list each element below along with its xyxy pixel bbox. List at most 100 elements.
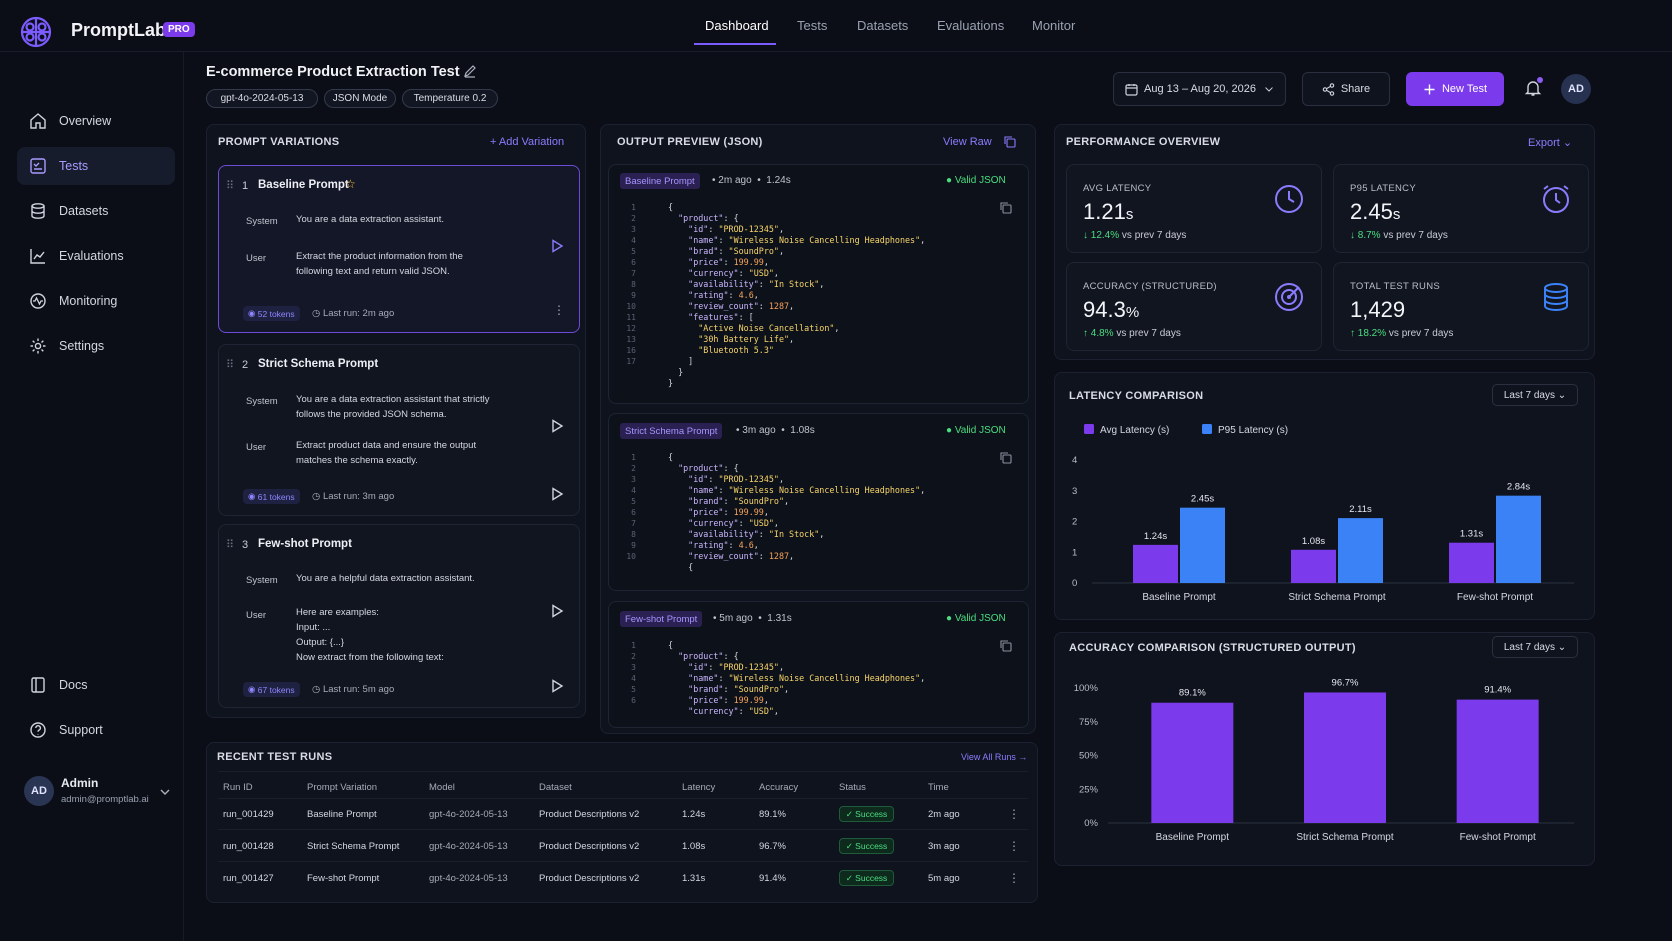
prompt-card-1[interactable] bbox=[218, 165, 580, 333]
sidebar-item-datasets[interactable]: Datasets bbox=[17, 192, 175, 230]
recent-test-runs-panel bbox=[206, 742, 1038, 903]
bar[interactable] bbox=[1291, 549, 1336, 583]
sidebar-item-label: Tests bbox=[59, 159, 89, 173]
sidebar-item-tests[interactable]: Tests bbox=[17, 147, 175, 185]
bar[interactable] bbox=[1456, 699, 1539, 823]
table-cell: Product Descriptions v2 bbox=[539, 873, 640, 884]
bar[interactable] bbox=[1180, 507, 1225, 583]
valid-json-label: Valid JSON bbox=[954, 175, 1006, 186]
book-icon bbox=[31, 677, 45, 693]
metric-delta: ↑ 18.2% vs prev 7 days bbox=[1350, 328, 1453, 339]
metric-accuracy: ACCURACY (STRUCTURED) 94.3% ↑ 4.8% vs pr… bbox=[1066, 262, 1322, 351]
system-text: You are a data extraction assistant. bbox=[296, 214, 445, 225]
sidebar-item-docs[interactable]: Docs bbox=[17, 666, 175, 704]
play-icon[interactable] bbox=[550, 487, 564, 501]
sidebar-item-monitoring[interactable]: Monitoring bbox=[17, 282, 175, 320]
column-header[interactable]: Accuracy bbox=[759, 782, 799, 793]
last-run: ◷ Last run: 3m ago bbox=[312, 491, 395, 502]
copy-icon[interactable] bbox=[1000, 640, 1012, 652]
drag-handle-icon[interactable]: ⠿ bbox=[226, 180, 235, 192]
table-cell: run_001428 bbox=[223, 841, 274, 852]
user-label: User bbox=[246, 253, 267, 264]
sidebar-item-support[interactable]: Support bbox=[17, 711, 175, 749]
bar[interactable] bbox=[1496, 495, 1541, 583]
view-raw-link[interactable]: View Raw bbox=[943, 136, 992, 148]
view-all-runs-link[interactable]: View All Runs → bbox=[961, 752, 1028, 762]
play-icon[interactable] bbox=[550, 604, 564, 618]
metric-value: 94.3% bbox=[1083, 297, 1139, 323]
metric-delta: ↓ 12.4% vs prev 7 days bbox=[1083, 230, 1186, 241]
drag-handle-icon[interactable]: ⠿ bbox=[226, 539, 235, 551]
bell-icon[interactable] bbox=[1524, 79, 1542, 97]
column-header[interactable]: Time bbox=[928, 782, 949, 793]
system-label: System bbox=[246, 575, 278, 586]
latency-bar-chart: Avg Latency (s) P95 Latency (s) 0 1 2 3 4 1.24s… bbox=[1072, 424, 1574, 603]
metric-number: 94.3 bbox=[1083, 297, 1126, 322]
data-label: 96.7% bbox=[1332, 677, 1359, 688]
tab-monitor[interactable]: Monitor bbox=[1032, 18, 1076, 33]
copy-icon[interactable] bbox=[1000, 202, 1012, 214]
more-icon[interactable]: ⋮ bbox=[553, 303, 565, 317]
header-avatar[interactable]: AD bbox=[1561, 74, 1591, 104]
sidebar-item-settings[interactable]: Settings bbox=[17, 327, 175, 365]
latency-range-dropdown[interactable]: Last 7 days ⌄ bbox=[1492, 384, 1578, 406]
x-tick-label: Baseline Prompt bbox=[1156, 832, 1230, 843]
add-variation-link[interactable]: + Add Variation bbox=[490, 136, 565, 148]
table-cell: 2m ago bbox=[928, 809, 960, 820]
column-header[interactable]: Run ID bbox=[223, 782, 253, 793]
column-header[interactable]: Status bbox=[839, 782, 866, 793]
date-range-picker[interactable]: Aug 13 – Aug 20, 2026 bbox=[1113, 72, 1286, 106]
sidebar: Overview Tests Datasets Evaluations Moni… bbox=[0, 52, 184, 941]
more-icon[interactable]: ⋮ bbox=[1008, 807, 1020, 821]
more-icon[interactable]: ⋮ bbox=[1008, 839, 1020, 853]
sidebar-item-label: Docs bbox=[59, 678, 88, 692]
token-count: ◉ 67 tokens bbox=[243, 682, 300, 697]
user-avatar[interactable]: AD bbox=[24, 776, 54, 806]
more-icon[interactable]: ⋮ bbox=[1008, 871, 1020, 885]
column-header[interactable]: Prompt Variation bbox=[307, 782, 378, 793]
bar[interactable] bbox=[1304, 692, 1386, 823]
table-cell: Baseline Prompt bbox=[307, 809, 377, 820]
tab-tests[interactable]: Tests bbox=[797, 18, 828, 33]
accuracy-range-dropdown[interactable]: Last 7 days ⌄ bbox=[1492, 636, 1578, 658]
column-header[interactable]: Dataset bbox=[539, 782, 572, 793]
sidebar-item-evaluations[interactable]: Evaluations bbox=[17, 237, 175, 275]
sidebar-item-overview[interactable]: Overview bbox=[17, 102, 175, 140]
copy-icon[interactable] bbox=[1004, 136, 1016, 148]
drag-handle-icon[interactable]: ⠿ bbox=[226, 359, 235, 371]
tab-dashboard[interactable]: Dashboard bbox=[705, 18, 769, 33]
valid-json-status: ● Valid JSON bbox=[946, 425, 1006, 436]
prompt-card-2[interactable] bbox=[218, 344, 580, 516]
tab-evaluations[interactable]: Evaluations bbox=[937, 18, 1005, 33]
edit-icon[interactable] bbox=[463, 64, 477, 78]
monitor-icon bbox=[30, 293, 46, 309]
chevron-down-icon[interactable] bbox=[160, 787, 170, 797]
play-icon[interactable] bbox=[550, 679, 564, 693]
table-cell: run_001427 bbox=[223, 873, 274, 884]
column-header[interactable]: Latency bbox=[682, 782, 716, 793]
bar[interactable] bbox=[1338, 518, 1383, 583]
output-meta: • 5m ago • 1.31s bbox=[713, 613, 792, 624]
new-test-button[interactable]: New Test bbox=[1406, 72, 1504, 106]
copy-icon[interactable] bbox=[1000, 452, 1012, 464]
database-icon bbox=[31, 203, 45, 219]
pro-badge: PRO bbox=[163, 22, 195, 37]
share-button[interactable]: Share bbox=[1302, 72, 1390, 106]
y-tick-label: 4 bbox=[1072, 455, 1077, 466]
bar[interactable] bbox=[1133, 544, 1178, 583]
app-name: PromptLab bbox=[71, 20, 167, 40]
tests-icon bbox=[30, 158, 46, 174]
star-icon[interactable]: ☆ bbox=[345, 177, 356, 191]
tab-datasets[interactable]: Datasets bbox=[857, 18, 909, 33]
output-ago: 3m ago bbox=[742, 425, 776, 436]
user-label: User bbox=[246, 442, 267, 453]
play-icon[interactable] bbox=[550, 239, 564, 253]
play-icon[interactable] bbox=[550, 419, 564, 433]
bar[interactable] bbox=[1151, 702, 1234, 823]
sidebar-item-label: Overview bbox=[59, 114, 112, 128]
export-button[interactable]: Export ⌄ bbox=[1528, 137, 1573, 149]
prompt-card-3[interactable] bbox=[218, 524, 580, 708]
bar[interactable] bbox=[1449, 542, 1494, 583]
column-header[interactable]: Model bbox=[429, 782, 455, 793]
y-tick-label: 75% bbox=[1079, 717, 1099, 728]
